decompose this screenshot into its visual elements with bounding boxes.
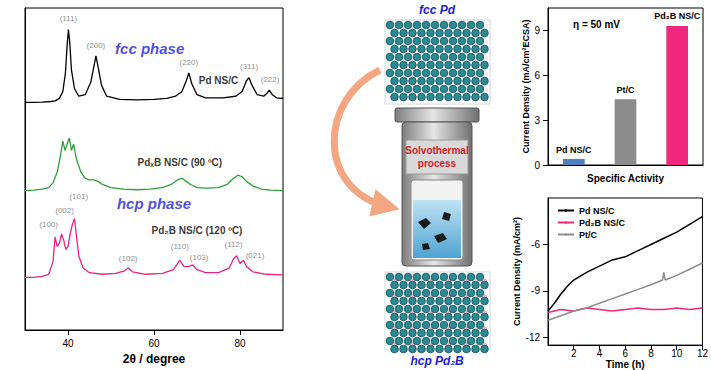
svg-text:(101): (101) (69, 192, 88, 201)
svg-text:(222): (222) (261, 75, 280, 84)
svg-text:(103): (103) (190, 253, 209, 262)
svg-text:Pd₂B NS/C: Pd₂B NS/C (579, 218, 626, 228)
svg-text:4: 4 (597, 348, 603, 359)
svg-text:Pd NS/C: Pd NS/C (579, 206, 615, 216)
svg-text:process: process (418, 158, 457, 169)
svg-text:fcc phase: fcc phase (115, 40, 184, 57)
svg-text:PdₓB NS/C (90 ºC): PdₓB NS/C (90 ºC) (138, 157, 223, 168)
svg-text:Current Density (mA/cm²): Current Density (mA/cm²) (512, 217, 522, 326)
svg-text:-6: -6 (531, 239, 540, 250)
svg-text:Pd NS/C: Pd NS/C (556, 145, 592, 155)
svg-text:2: 2 (571, 348, 577, 359)
svg-text:(220): (220) (179, 58, 198, 67)
svg-text:-9: -9 (531, 285, 540, 296)
svg-text:Pt/C: Pt/C (579, 230, 598, 240)
svg-text:2θ / degree: 2θ / degree (123, 352, 186, 366)
svg-text:Pd NS/C: Pd NS/C (199, 75, 238, 86)
svg-text:Specific Activity: Specific Activity (587, 173, 664, 184)
svg-text:60: 60 (148, 338, 160, 349)
svg-text:-12: -12 (526, 332, 541, 343)
svg-text:hcp phase: hcp phase (117, 195, 191, 212)
svg-text:hcp Pd₂B: hcp Pd₂B (410, 354, 464, 368)
svg-text:(110): (110) (171, 242, 189, 251)
svg-text:0: 0 (534, 160, 540, 171)
svg-text:Time (h): Time (h) (606, 359, 645, 370)
svg-text:Current Density (mA/cm²ECSA): Current Density (mA/cm²ECSA) (521, 19, 531, 153)
svg-text:8: 8 (648, 348, 654, 359)
svg-text:9: 9 (534, 25, 540, 36)
svg-text:6: 6 (622, 348, 628, 359)
svg-text:(200): (200) (87, 41, 106, 50)
svg-text:(102): (102) (119, 254, 138, 263)
svg-text:12: 12 (697, 348, 709, 359)
svg-text:Solvothermal: Solvothermal (405, 145, 469, 156)
svg-text:40: 40 (62, 338, 74, 349)
svg-text:(111): (111) (60, 14, 78, 23)
svg-text:Pd₂B NS/C: Pd₂B NS/C (654, 11, 701, 21)
svg-text:Pd₂B NS/C (120 ºC): Pd₂B NS/C (120 ºC) (152, 225, 243, 236)
svg-text:10: 10 (671, 348, 683, 359)
svg-text:η = 50 mV: η = 50 mV (573, 19, 620, 30)
svg-text:(100): (100) (39, 220, 58, 229)
svg-text:(021): (021) (246, 251, 265, 260)
svg-text:(311): (311) (240, 62, 258, 71)
svg-text:(002): (002) (55, 206, 74, 215)
svg-text:80: 80 (234, 338, 246, 349)
svg-text:6: 6 (534, 70, 540, 81)
svg-text:Pt/C: Pt/C (617, 85, 636, 95)
svg-text:(112): (112) (225, 240, 243, 249)
svg-text:fcc Pd: fcc Pd (419, 3, 456, 17)
svg-text:3: 3 (534, 115, 540, 126)
